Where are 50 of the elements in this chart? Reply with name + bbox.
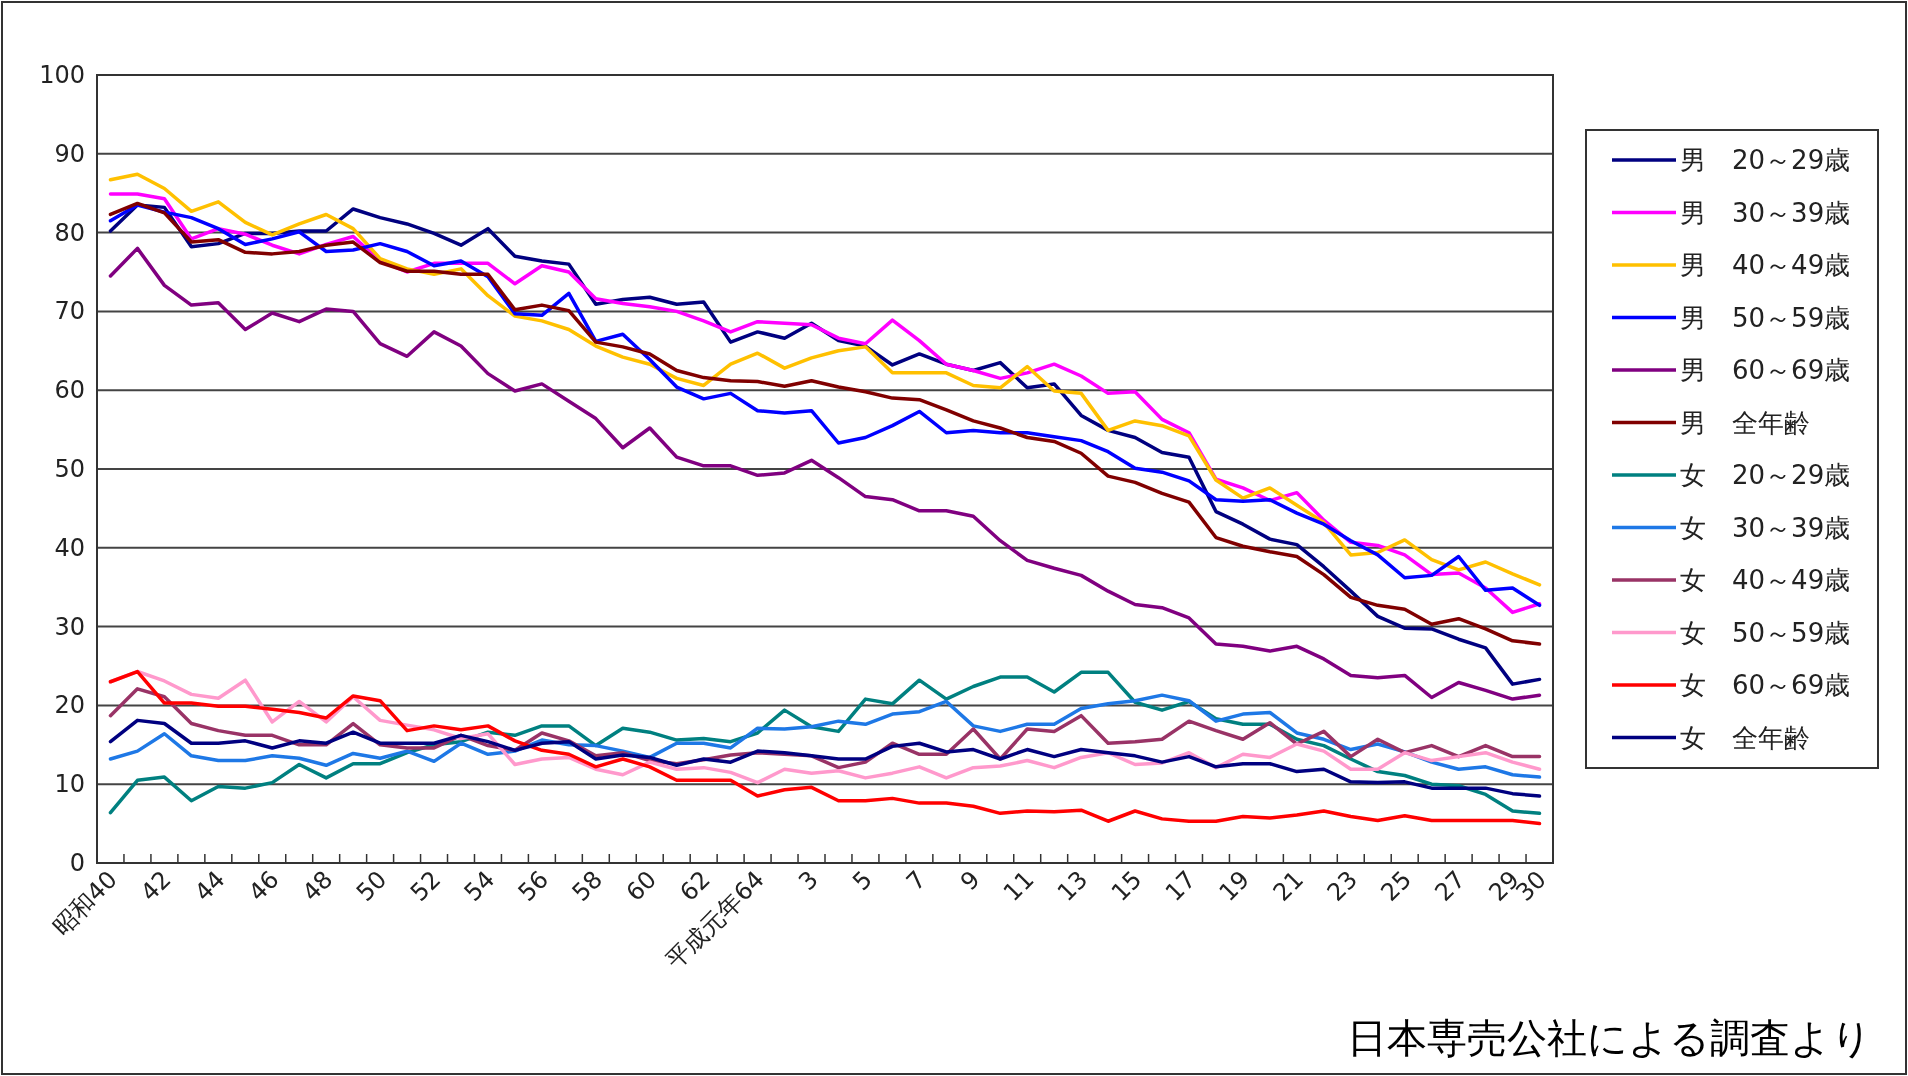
x-tick-label: 7 (901, 865, 932, 897)
x-tick-label: 13 (1051, 865, 1094, 907)
y-tick-label: 90 (54, 139, 85, 168)
text: 日本専売公社による調査より (1347, 1015, 1872, 1061)
x-tick-label: 19 (1213, 865, 1256, 907)
x-tick-label: 60 (620, 865, 662, 907)
x-tick-label: 62 (674, 865, 716, 907)
x-tick-label: 46 (243, 865, 285, 907)
legend-label: 男 20～29歳 (1680, 145, 1851, 175)
legend-label: 男 30～39歳 (1680, 197, 1851, 228)
x-tick-label: 23 (1321, 865, 1364, 907)
x-tick-label: 54 (458, 865, 501, 907)
x-tick-label: 27 (1429, 865, 1471, 907)
legend-label: 女 全年齢 (1680, 722, 1810, 753)
x-tick-label: 17 (1159, 865, 1202, 907)
legend-label: 女 40～49歳 (1680, 565, 1851, 595)
x-tick-label: 3 (793, 865, 824, 897)
x-tick-label: 21 (1267, 865, 1310, 907)
x-tick-label: 25 (1375, 865, 1417, 907)
y-tick-label: 20 (54, 691, 85, 720)
y-tick-label: 30 (54, 612, 85, 641)
x-tick-label: 50 (350, 865, 393, 907)
line-series (108, 693, 1542, 779)
legend-label: 女 20～29歳 (1680, 460, 1851, 490)
legend-label: 男 40～49歳 (1680, 250, 1851, 280)
x-tick-label: 58 (566, 865, 609, 907)
x-tick-label: 56 (512, 865, 555, 907)
x-tick-label: 48 (297, 865, 339, 907)
y-tick-label: 40 (54, 533, 85, 562)
legend-label: 女 30～39歳 (1680, 512, 1851, 543)
legend-label: 女 60～69歳 (1680, 670, 1851, 700)
y-tick-label: 80 (54, 218, 85, 247)
y-tick-label: 70 (54, 297, 85, 326)
y-tick-label: 0 (69, 849, 85, 877)
x-tick-label: 42 (135, 865, 177, 907)
legend-label: 男 50～59歳 (1680, 302, 1851, 333)
x-tick-label: 44 (189, 865, 231, 907)
x-tick-label: 5 (847, 865, 878, 897)
x-tick-label: 15 (1105, 865, 1148, 907)
legend-label: 男 全年齢 (1680, 407, 1810, 438)
x-tick-label: 11 (998, 865, 1040, 907)
x-tick-label: 52 (404, 865, 447, 907)
y-tick-label: 50 (54, 455, 85, 483)
line-series (108, 718, 1542, 798)
x-tick-label: 9 (954, 865, 986, 897)
legend-label: 男 60～69歳 (1680, 355, 1851, 385)
legend-label: 女 50～59歳 (1680, 617, 1851, 648)
y-tick-label: 100 (39, 61, 85, 89)
y-tick-label: 10 (54, 770, 85, 799)
y-tick-label: 60 (54, 376, 85, 405)
